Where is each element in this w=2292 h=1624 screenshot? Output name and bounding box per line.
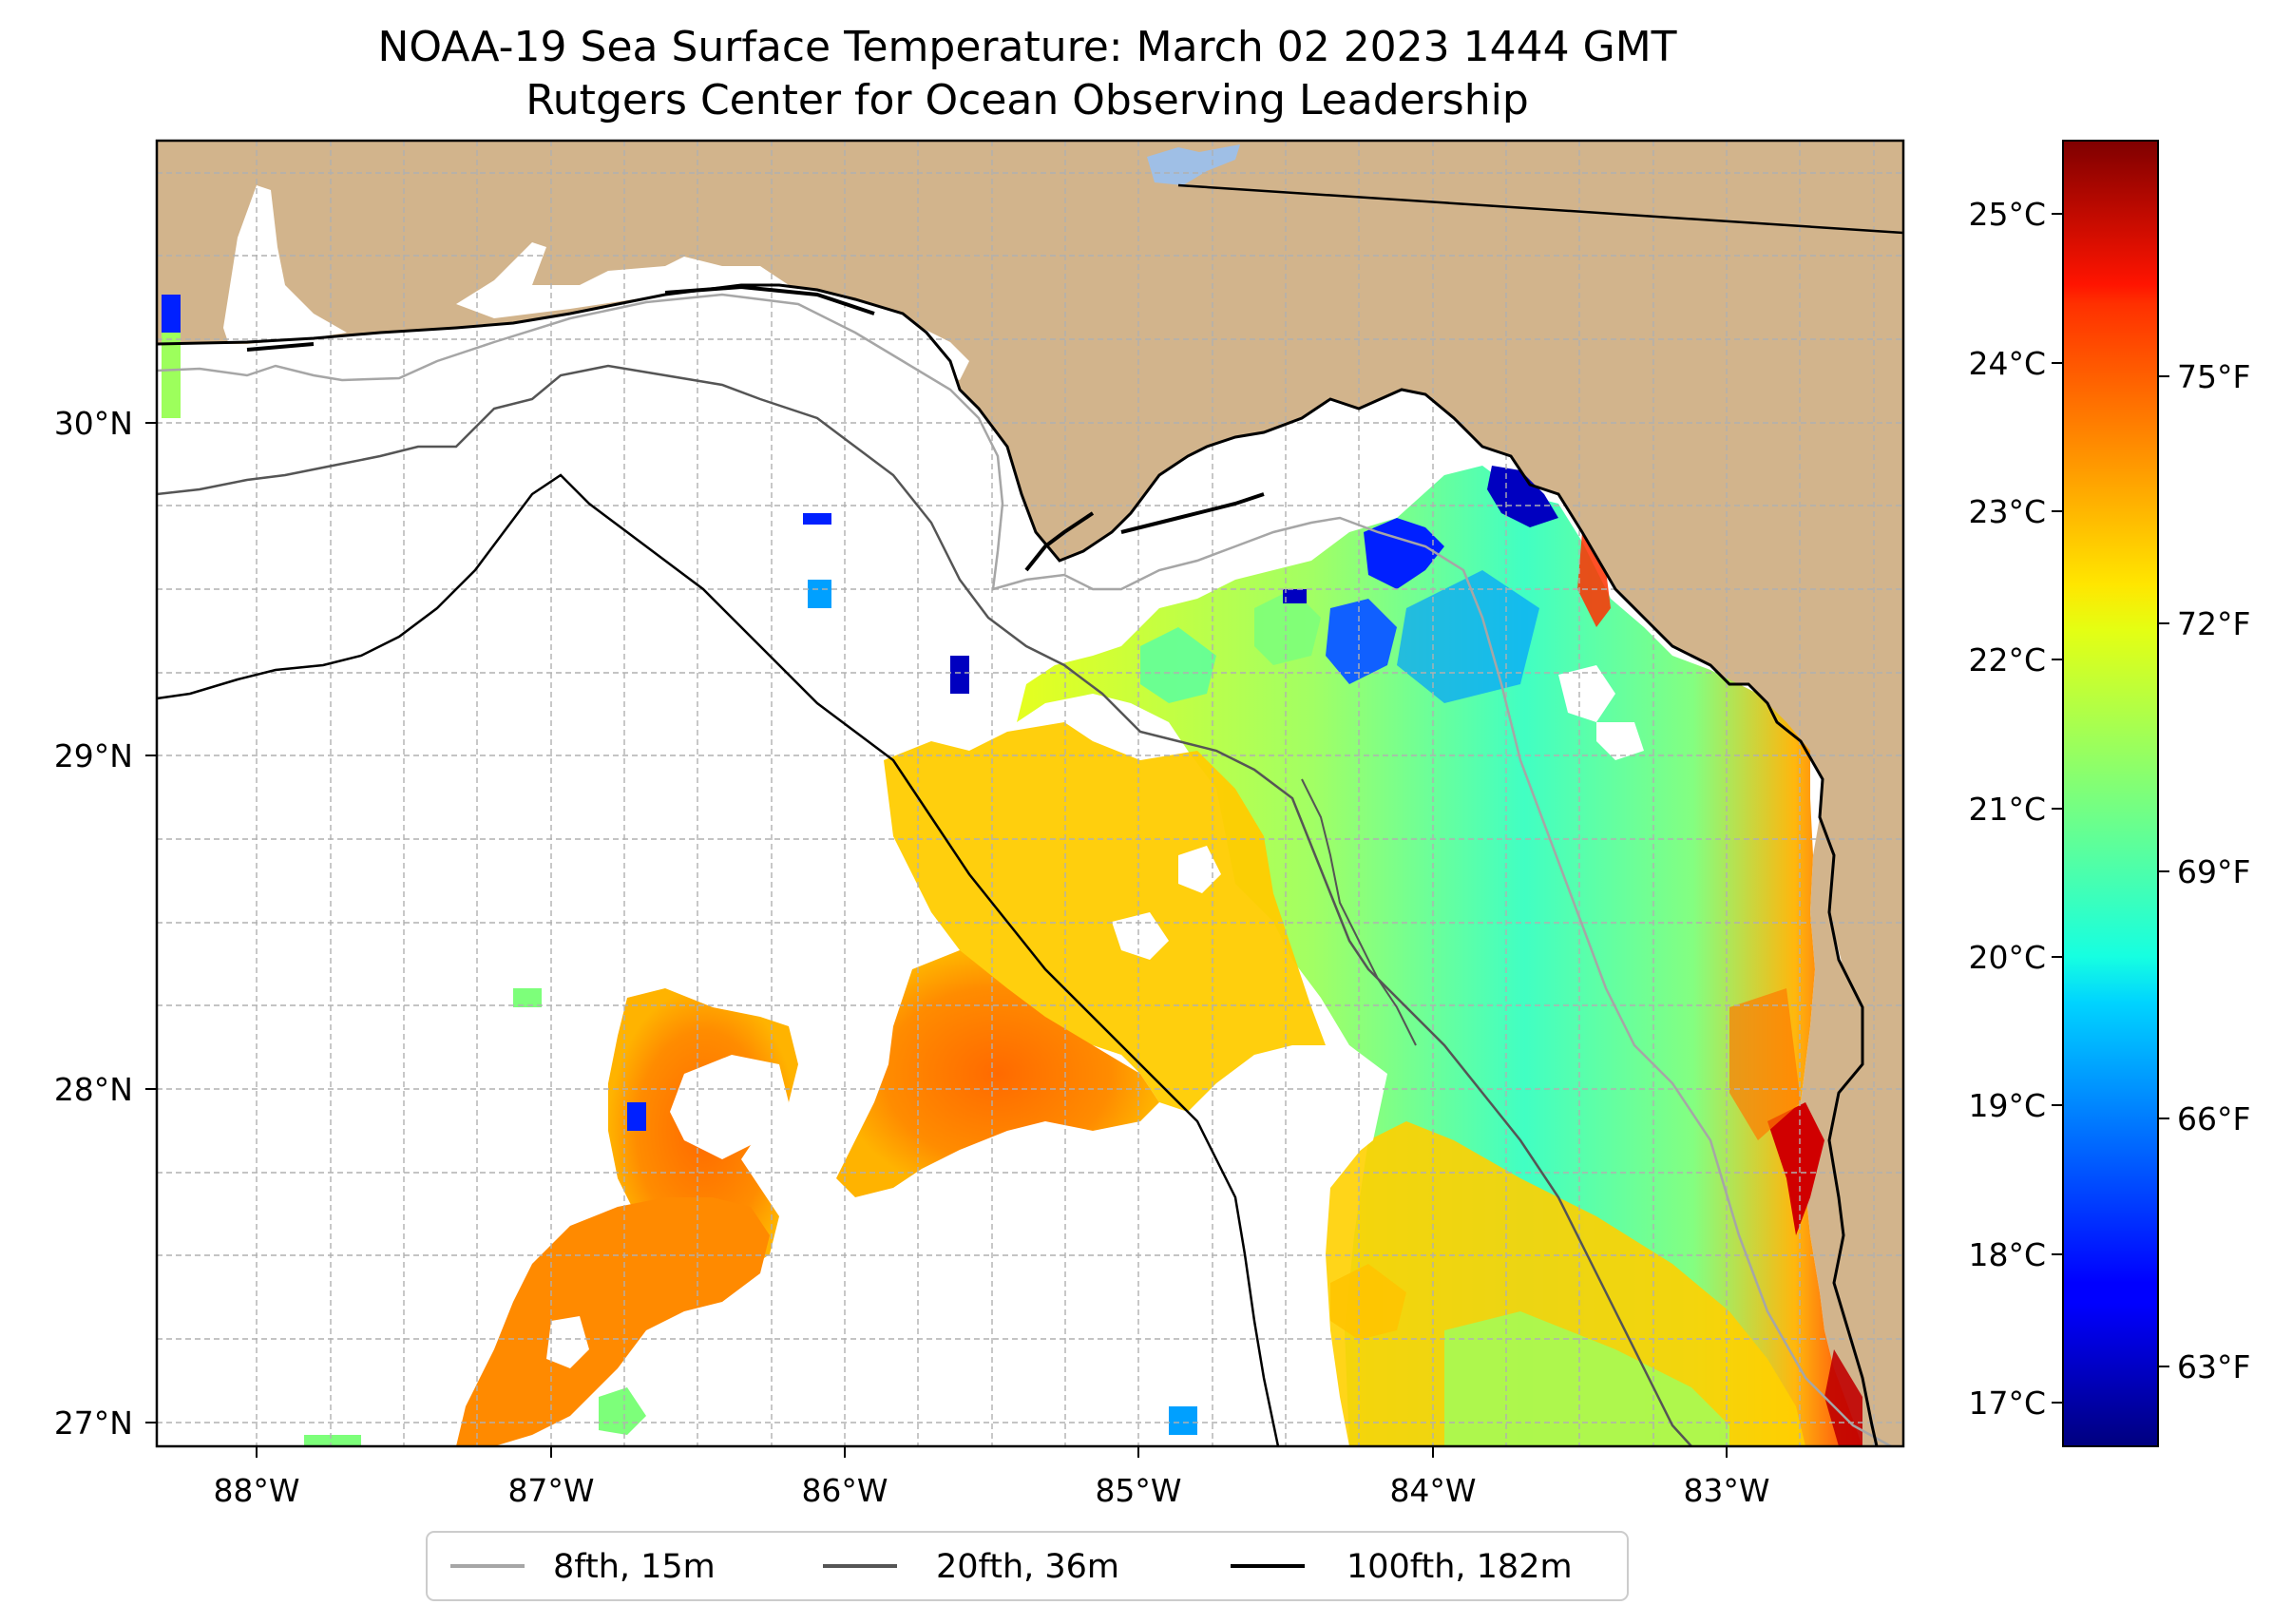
sst-speck-2 <box>808 580 831 608</box>
coastline <box>157 283 1879 1446</box>
map-frame <box>155 139 1905 1448</box>
sst-speck-3 <box>950 656 969 694</box>
sst-cold-patch-1 <box>1364 518 1444 589</box>
sst-warm-coast-2 <box>1767 1102 1824 1235</box>
legend: 8fth, 15m 20fth, 36m 100fth, 182m <box>426 1531 1629 1601</box>
sst-cold-patch-2 <box>1487 466 1558 527</box>
axis-ticks <box>145 422 1728 1458</box>
title-line-2: Rutgers Center for Ocean Observing Leade… <box>525 76 1529 124</box>
sst-speck-7 <box>304 1435 361 1446</box>
fahrenheit-66: 66°F <box>2177 1100 2250 1137</box>
bay-mid <box>456 242 789 318</box>
fahrenheit-ticks <box>2158 375 2169 1367</box>
contour-182m <box>157 473 1280 1446</box>
sst-central-field <box>884 722 1326 1112</box>
lon-tick-labels: 88°W 87°W 86°W 85°W 84°W 83°W <box>213 1472 1769 1509</box>
sst-green-patch-north <box>1140 627 1216 703</box>
sst-gap-east-3 <box>1326 1045 1387 1159</box>
celsius-19: 19°C <box>1968 1087 2046 1124</box>
lat-tick-28n: 28°N <box>54 1071 133 1108</box>
lat-tick-30n: 30°N <box>54 405 133 442</box>
fahrenheit-tick-labels: 75°F 72°F 69°F 66°F 63°F <box>2177 358 2250 1385</box>
lat-tick-labels: 30°N 29°N 28°N 27°N <box>54 405 133 1442</box>
sst-gap-west <box>670 1055 789 1159</box>
celsius-tick-labels: 25°C 24°C 23°C 22°C 21°C 20°C 19°C 18°C … <box>1968 196 2046 1422</box>
sst-gap-east-2 <box>1596 722 1644 760</box>
contour-15m <box>157 293 1892 1446</box>
fahrenheit-72: 72°F <box>2177 605 2250 642</box>
celsius-20: 20°C <box>1968 939 2046 976</box>
sst-speck-6 <box>627 1102 646 1131</box>
lon-tick-83w: 83°W <box>1683 1472 1769 1509</box>
sst-east-field <box>1017 466 1862 1446</box>
sst-gap-central-2 <box>1178 846 1221 893</box>
sst-warm-core-central <box>836 950 1159 1197</box>
celsius-25: 25°C <box>1968 196 2046 233</box>
lon-tick-88w: 88°W <box>213 1472 299 1509</box>
map-panel: 88°W 87°W 86°W 85°W 84°W 83°W 30°N 29°N … <box>54 139 1905 1509</box>
title-line-1: NOAA-19 Sea Surface Temperature: March 0… <box>377 23 1676 71</box>
lon-tick-87w: 87°W <box>507 1472 594 1509</box>
bay-west <box>223 185 347 342</box>
sst-gap-central-1 <box>1112 912 1169 960</box>
colorbar-gradient <box>2062 140 2159 1447</box>
lat-tick-29n: 29°N <box>54 737 133 774</box>
celsius-17: 17°C <box>1968 1385 2046 1422</box>
sst-field <box>162 295 1862 1446</box>
lake <box>1147 144 1240 185</box>
celsius-18: 18°C <box>1968 1236 2046 1273</box>
fahrenheit-69: 69°F <box>2177 853 2250 890</box>
sst-cold-patch-4 <box>1397 570 1539 703</box>
land-east-coast <box>1796 817 1903 1446</box>
colorbar: 25°C 24°C 23°C 22°C 21°C 20°C 19°C 18°C … <box>1968 140 2250 1447</box>
celsius-23: 23°C <box>1968 493 2046 530</box>
contour-36m-inner <box>1301 778 1417 1046</box>
celsius-24: 24°C <box>1968 345 2046 382</box>
legend-label-15m: 8fth, 15m <box>553 1548 716 1586</box>
lon-tick-86w: 86°W <box>801 1472 888 1509</box>
land-north-coast <box>157 141 1903 1007</box>
gridlines <box>157 141 1903 1446</box>
lon-tick-84w: 84°W <box>1389 1472 1476 1509</box>
celsius-ticks <box>2052 213 2063 1404</box>
state-border <box>1177 183 1903 235</box>
legend-label-182m: 100fth, 182m <box>1347 1548 1573 1586</box>
sst-gap-sw <box>546 1316 589 1368</box>
contour-36m <box>157 364 1692 1446</box>
fahrenheit-75: 75°F <box>2177 358 2250 395</box>
lat-tick-27n: 27°N <box>54 1404 133 1442</box>
bay-east <box>888 323 969 380</box>
barrier-islands <box>246 284 1265 572</box>
fahrenheit-63: 63°F <box>2177 1348 2250 1385</box>
celsius-22: 22°C <box>1968 641 2046 678</box>
sst-speck-1 <box>803 513 831 525</box>
legend-box <box>426 1531 1629 1601</box>
sst-warm-coast-1 <box>1577 532 1611 627</box>
sst-gap-east-1 <box>1558 665 1615 722</box>
celsius-21: 21°C <box>1968 791 2046 828</box>
sst-speck-5 <box>513 988 542 1007</box>
sst-green-band-south <box>1444 1311 1729 1446</box>
sst-green-patch-northeast <box>1254 589 1321 665</box>
sst-speck-4 <box>1283 589 1307 603</box>
lon-tick-85w: 85°W <box>1095 1472 1181 1509</box>
sst-warm-coast-4 <box>1729 988 1801 1140</box>
sst-warm-tongue-sw <box>456 1197 770 1446</box>
legend-label-36m: 20fth, 36m <box>936 1548 1119 1586</box>
sst-cold-patch-3 <box>1326 599 1397 684</box>
sst-speck-10 <box>162 295 181 333</box>
sst-speck-8 <box>1169 1406 1197 1435</box>
